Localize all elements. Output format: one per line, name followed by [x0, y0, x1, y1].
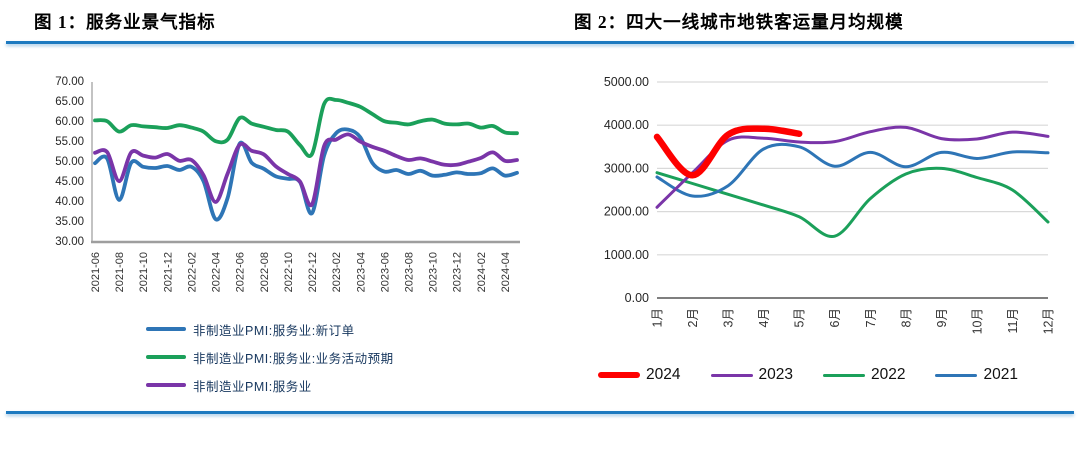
- legend-item: 非制造业PMI:服务业:新订单: [146, 322, 394, 338]
- x-tick-label: 2月: [686, 308, 700, 327]
- top-divider: [6, 41, 1074, 44]
- x-tick-label: 5月: [793, 308, 807, 327]
- x-tick-label: 2022-06: [235, 252, 247, 292]
- series-line-2021: [655, 142, 1050, 198]
- y-tick-label: 1000.00: [604, 248, 649, 262]
- y-tick-label: 30.00: [55, 236, 84, 248]
- x-tick-label: 2022-08: [259, 252, 271, 292]
- figure1-title: 图 1：服务业景气指标: [34, 12, 216, 32]
- legend-label: 非制造业PMI:服务业:新订单: [193, 323, 355, 338]
- series-line-非制造业PMI:服务业:业务活动预期: [93, 96, 519, 158]
- x-tick-label: 7月: [864, 308, 878, 327]
- x-tick-label: 8月: [899, 308, 913, 327]
- legend-line-swatch: [935, 373, 978, 377]
- legend-label: 2024: [646, 366, 681, 383]
- legend-item: 2022: [823, 366, 905, 384]
- legend-line-swatch: [823, 373, 865, 377]
- figure2-title: 图 2：四大一线城市地铁客运量月均规模: [574, 12, 904, 32]
- x-tick-label: 9月: [935, 308, 949, 327]
- x-tick-label: 2022-04: [211, 252, 223, 292]
- y-tick-label: 3000.00: [604, 161, 649, 175]
- legend-label: 非制造业PMI:服务业:业务活动预期: [193, 351, 394, 366]
- legend-item: 2024: [598, 366, 681, 384]
- bottom-divider: [6, 411, 1074, 414]
- y-tick-label: 60.00: [55, 116, 84, 128]
- x-tick-label: 2023-10: [428, 252, 440, 292]
- series-line-非制造业PMI:服务业: [93, 132, 519, 208]
- legend-item: 非制造业PMI:服务业: [146, 378, 394, 394]
- figure2-chart: 5000.004000.003000.002000.001000.000.001…: [604, 75, 1056, 334]
- legend-label: 2021: [983, 366, 1018, 383]
- x-tick-label: 2024-02: [476, 252, 488, 292]
- x-tick-label: 2023-04: [355, 252, 367, 292]
- x-tick-label: 12月: [1042, 308, 1056, 334]
- y-tick-label: 65.00: [55, 96, 84, 108]
- figure1-legend: 非制造业PMI:服务业:新订单非制造业PMI:服务业:业务活动预期 非制造业PMI…: [146, 322, 394, 406]
- series-line-2024: [653, 125, 803, 179]
- x-tick-label: 2022-12: [307, 252, 319, 292]
- x-tick-label: 2023-06: [379, 252, 391, 292]
- legend-label: 2022: [871, 366, 906, 383]
- legend-line-swatch: [146, 327, 186, 331]
- y-tick-label: 50.00: [55, 156, 84, 168]
- legend-label: 2023: [758, 366, 793, 383]
- x-tick-label: 2022-10: [283, 252, 295, 292]
- x-tick-label: 2023-12: [452, 252, 464, 292]
- x-tick-label: 2023-08: [403, 252, 415, 292]
- y-tick-label: 5000.00: [604, 75, 649, 89]
- x-tick-label: 3月: [722, 308, 736, 327]
- series-line-2022: [655, 166, 1050, 238]
- legend-line-swatch: [710, 373, 753, 377]
- y-tick-label: 0.00: [625, 291, 649, 305]
- series-line-2023: [655, 125, 1050, 209]
- legend-line-swatch: [146, 355, 186, 359]
- legend-item: 2023: [710, 366, 793, 384]
- x-tick-label: 2021-06: [90, 252, 102, 292]
- x-tick-label: 2021-12: [162, 252, 174, 292]
- y-tick-label: 35.00: [55, 216, 84, 228]
- y-tick-label: 45.00: [55, 176, 84, 188]
- legend-line-swatch: [146, 383, 186, 387]
- y-tick-label: 70.00: [55, 76, 84, 88]
- y-tick-label: 2000.00: [604, 205, 649, 219]
- x-tick-label: 2021-10: [138, 252, 150, 292]
- y-tick-label: 40.00: [55, 196, 84, 208]
- x-tick-label: 2022-02: [186, 252, 198, 292]
- legend-line-swatch: [598, 372, 641, 378]
- figure1-chart: 70.00 65.00 60.00 55.00 50.00 45.00 40.00 35.00…: [55, 76, 520, 292]
- x-tick-label: 2024-04: [500, 252, 512, 292]
- x-tick-label: 11月: [1006, 308, 1020, 333]
- y-tick-label: 4000.00: [604, 118, 649, 132]
- legend-item: 2021: [935, 366, 1018, 384]
- x-tick-label: 2023-02: [331, 252, 343, 292]
- x-tick-label: 2021-08: [114, 252, 126, 292]
- series-line-非制造业PMI:服务业:新订单: [93, 127, 519, 222]
- x-tick-label: 4月: [757, 308, 771, 327]
- y-tick-label: 55.00: [55, 136, 84, 148]
- x-tick-label: 6月: [828, 308, 842, 327]
- figure2-legend: 2024 2023 2022 2021: [548, 366, 1068, 384]
- legend-label: 非制造业PMI:服务业: [193, 379, 312, 394]
- x-tick-label: 10月: [970, 308, 984, 334]
- legend-item: 非制造业PMI:服务业:业务活动预期: [146, 350, 394, 366]
- x-tick-label: 1月: [651, 308, 665, 327]
